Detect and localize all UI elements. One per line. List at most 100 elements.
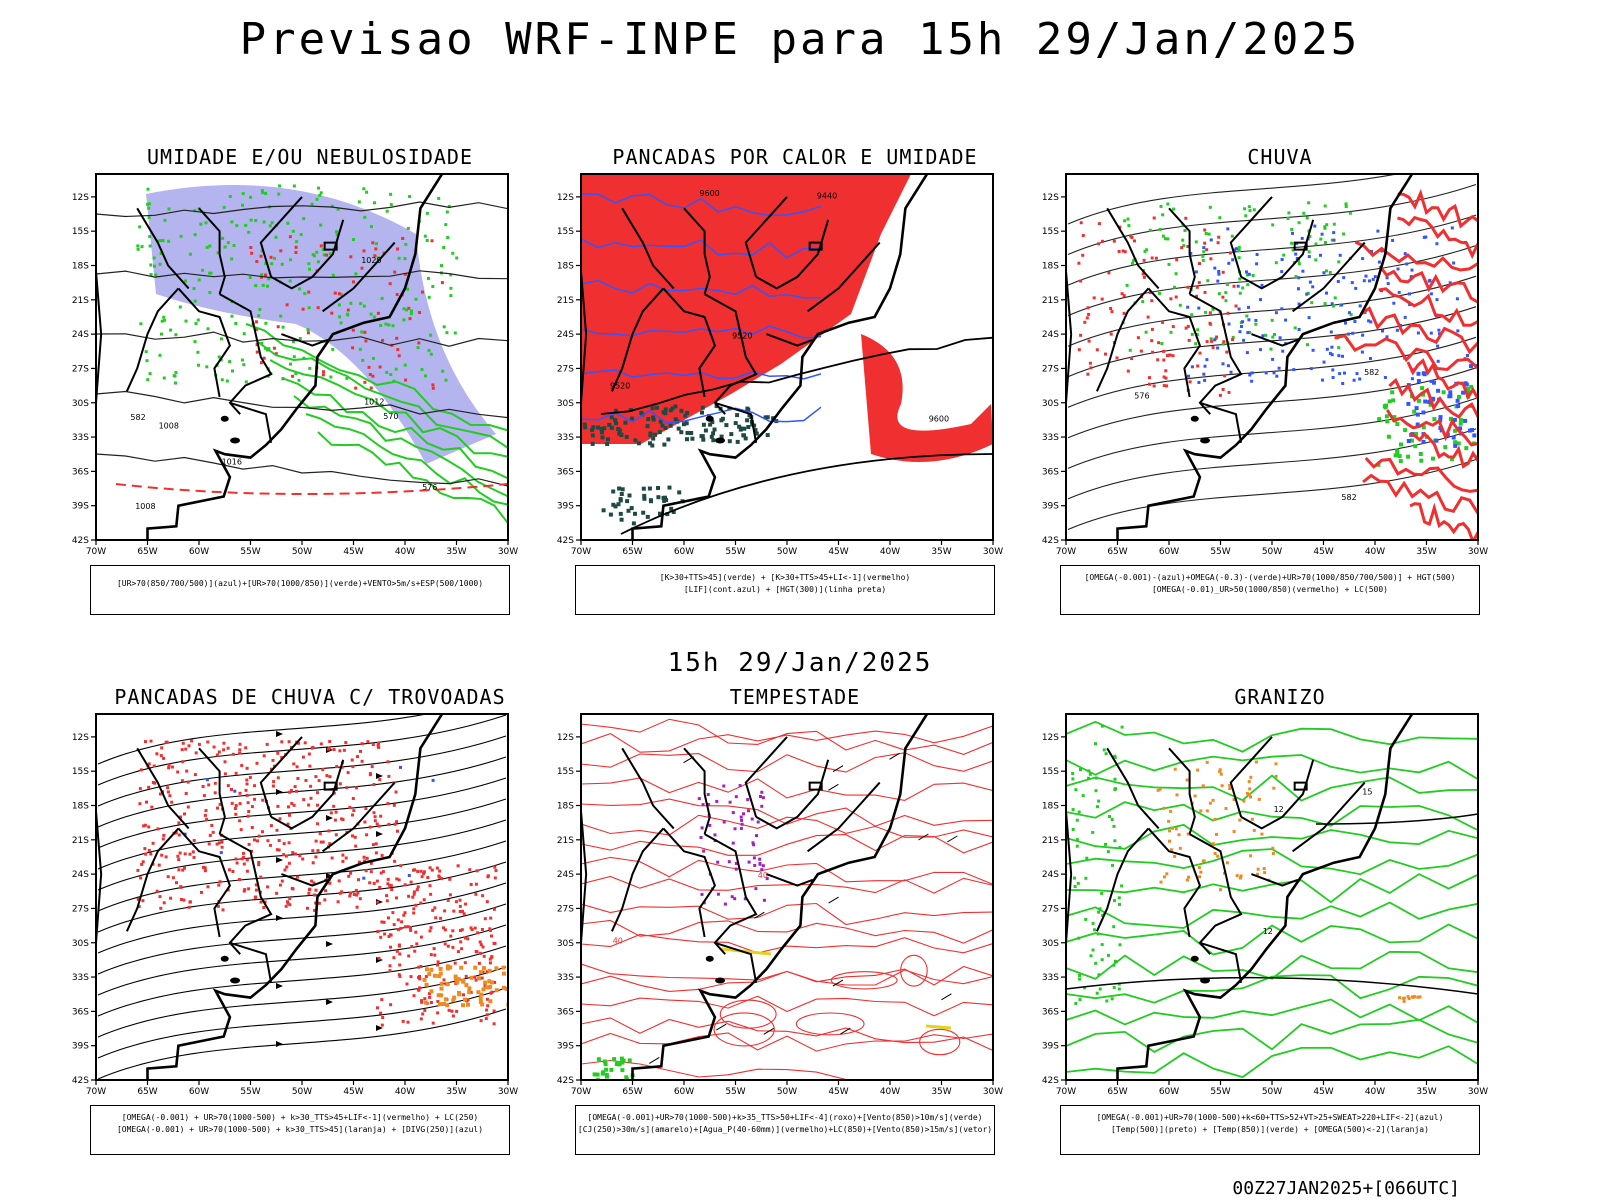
field-cell bbox=[582, 422, 587, 427]
field-cell bbox=[194, 751, 198, 755]
field-cell bbox=[221, 908, 225, 912]
field-cell bbox=[1429, 331, 1433, 335]
contour-line bbox=[581, 933, 993, 954]
field-cell bbox=[272, 346, 276, 350]
field-cell bbox=[415, 888, 419, 892]
field-cell bbox=[1370, 250, 1373, 253]
panel-trovoadas: PANCADAS DE CHUVA C/ TROVOADAS 12S 15S 18S… bbox=[70, 685, 550, 1165]
field-cell bbox=[1118, 225, 1122, 229]
field-cell bbox=[1330, 345, 1334, 349]
wind-vector bbox=[716, 1023, 727, 1031]
field-cell bbox=[205, 365, 209, 369]
coastline bbox=[631, 714, 933, 1080]
field-cell bbox=[365, 856, 369, 860]
coastline bbox=[1116, 714, 1418, 1080]
field-cell bbox=[1274, 774, 1278, 778]
field-cell bbox=[439, 993, 444, 998]
field-cell bbox=[649, 499, 653, 504]
field-cell bbox=[485, 900, 489, 904]
field-cell bbox=[605, 442, 610, 446]
field-cell bbox=[1118, 902, 1121, 906]
field-cell bbox=[335, 765, 339, 769]
field-cell bbox=[330, 311, 334, 315]
contour-line bbox=[1397, 188, 1478, 229]
field-cell bbox=[440, 877, 444, 881]
field-cell bbox=[1297, 302, 1301, 306]
field-cell bbox=[482, 954, 486, 958]
field-cell bbox=[1355, 372, 1359, 376]
field-cell bbox=[139, 322, 143, 326]
state-border bbox=[683, 747, 711, 835]
field-cell bbox=[1071, 808, 1075, 812]
field-cell bbox=[372, 315, 376, 319]
state-border bbox=[136, 747, 190, 830]
map-base bbox=[1066, 714, 1418, 1080]
field-cell bbox=[354, 844, 358, 848]
field-cell bbox=[394, 790, 398, 794]
field-cell bbox=[1325, 269, 1328, 273]
field-cell bbox=[484, 985, 489, 990]
field-cell bbox=[1448, 390, 1453, 395]
field-cell bbox=[476, 990, 481, 995]
field-cell bbox=[641, 510, 646, 515]
contour-line bbox=[1364, 456, 1478, 493]
lat-label: 39S bbox=[1042, 502, 1059, 512]
field-cell bbox=[1272, 786, 1276, 790]
field-cell bbox=[690, 436, 695, 441]
field-cell bbox=[156, 827, 160, 831]
field-cell bbox=[373, 254, 377, 258]
field-cell bbox=[1077, 348, 1081, 352]
field-cell bbox=[1226, 311, 1230, 315]
lon-label: 45W bbox=[1313, 1087, 1333, 1097]
field-cell bbox=[1122, 311, 1126, 315]
field-cell bbox=[329, 811, 333, 815]
field-cell bbox=[276, 804, 280, 808]
field-cell bbox=[230, 257, 234, 261]
field-cell bbox=[469, 883, 473, 886]
legend-trovoadas-line-2: [OMEGA(-0.001) + UR>70(1000-500) + k>30_… bbox=[116, 1125, 484, 1134]
field-cell bbox=[351, 328, 355, 332]
field-cell bbox=[479, 1019, 483, 1023]
legend-granizo-line-2: [Temp(500)](preto) + [Temp(850)](verde) … bbox=[1111, 1125, 1429, 1134]
field-cell bbox=[1185, 778, 1189, 782]
field-cell bbox=[1244, 214, 1248, 218]
field-cell bbox=[413, 949, 417, 953]
field-cell bbox=[181, 741, 185, 745]
field-cell bbox=[1180, 246, 1184, 250]
field-cell bbox=[668, 408, 673, 413]
field-cell bbox=[357, 860, 361, 864]
field-cell bbox=[728, 800, 732, 804]
field-cell bbox=[217, 355, 221, 359]
field-cell bbox=[617, 431, 622, 436]
state-border bbox=[683, 207, 711, 295]
field-cell bbox=[626, 508, 631, 513]
field-cell bbox=[1145, 248, 1149, 252]
field-cell bbox=[701, 422, 706, 427]
field-cell bbox=[1458, 421, 1463, 426]
field-cell bbox=[247, 842, 251, 846]
state-border bbox=[610, 287, 665, 392]
field-cell bbox=[397, 354, 401, 358]
field-cell bbox=[1231, 335, 1235, 339]
field-cell bbox=[363, 380, 367, 384]
field-cell bbox=[1341, 382, 1345, 385]
field-cell bbox=[1208, 801, 1212, 805]
field-cell bbox=[474, 882, 478, 886]
field-cell bbox=[250, 826, 254, 829]
state-border bbox=[1106, 747, 1160, 830]
field-cell bbox=[338, 782, 342, 786]
field-cell bbox=[1322, 360, 1326, 364]
field-cell bbox=[333, 818, 337, 822]
field-cell bbox=[1085, 316, 1089, 320]
field-cell bbox=[392, 923, 396, 927]
streamline-arrow bbox=[326, 873, 333, 879]
field-cell bbox=[1395, 450, 1400, 455]
field-cell bbox=[249, 246, 253, 249]
field-cell bbox=[147, 762, 151, 766]
field-cell bbox=[676, 426, 681, 431]
field-cell bbox=[258, 308, 262, 312]
field-cell bbox=[316, 849, 320, 853]
field-cell bbox=[1307, 316, 1311, 320]
panel-granizo: GRANIZO 12 12 15 12S 15S 18S 21S 24S 27S 30S 33S 36… bbox=[1040, 685, 1520, 1165]
field-cell bbox=[1164, 376, 1168, 380]
